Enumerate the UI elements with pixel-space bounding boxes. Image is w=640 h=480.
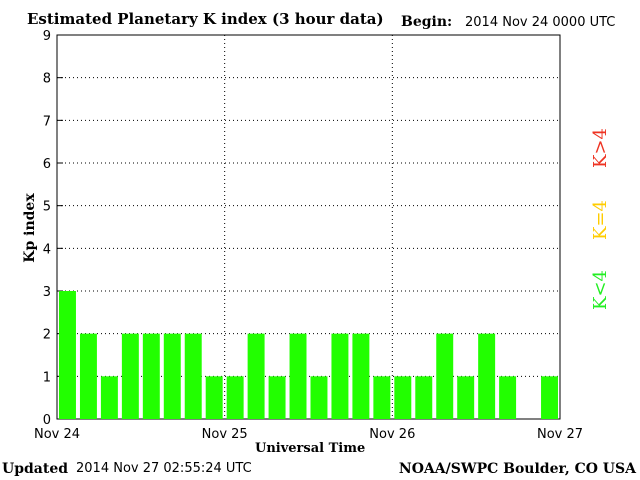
kp-bar bbox=[499, 376, 517, 419]
kp-bar bbox=[415, 376, 433, 419]
chart-title: Estimated Planetary K index (3 hour data… bbox=[27, 10, 384, 28]
kp-bar bbox=[457, 376, 475, 419]
y-tick-label: 7 bbox=[43, 114, 51, 129]
y-tick-label: 2 bbox=[43, 328, 51, 343]
y-tick-label: 4 bbox=[43, 242, 51, 257]
y-tick-label: 8 bbox=[43, 72, 51, 87]
y-tick-label: 9 bbox=[43, 29, 51, 44]
kp-bar bbox=[205, 376, 223, 419]
y-tick-label: 0 bbox=[43, 413, 51, 428]
kp-bar bbox=[121, 333, 139, 419]
x-tick-label: Nov 26 bbox=[369, 427, 415, 442]
kp-bar bbox=[289, 333, 307, 419]
updated-value: 2014 Nov 27 02:55:24 UTC bbox=[76, 461, 252, 476]
kp-bar bbox=[79, 333, 97, 419]
legend-item-k-equal-4: K=4 bbox=[590, 200, 611, 240]
kp-bar bbox=[268, 376, 286, 419]
kp-bar bbox=[331, 333, 349, 419]
kp-bar bbox=[478, 333, 496, 419]
kp-bar bbox=[184, 333, 202, 419]
x-tick-label: Nov 27 bbox=[537, 427, 583, 442]
kp-bar bbox=[100, 376, 118, 419]
plot-frame bbox=[56, 34, 561, 420]
legend-item-k-greater-4: K>4 bbox=[590, 128, 611, 168]
kp-bar bbox=[247, 333, 265, 419]
y-tick-label: 3 bbox=[43, 285, 51, 300]
kp-bar bbox=[352, 333, 370, 419]
kp-bar bbox=[394, 376, 412, 419]
legend: K<4 K=4 K>4 bbox=[590, 120, 614, 320]
kp-bar bbox=[310, 376, 328, 419]
credit-text: NOAA/SWPC Boulder, CO USA bbox=[398, 461, 636, 477]
updated-label: Updated bbox=[2, 461, 69, 477]
kp-bar bbox=[436, 333, 454, 419]
begin-label: Begin: bbox=[401, 14, 453, 30]
legend-item-k-less-4: K<4 bbox=[590, 270, 611, 310]
kp-bar bbox=[541, 376, 558, 419]
x-tick-label: Nov 24 bbox=[34, 427, 80, 442]
kp-bar bbox=[142, 333, 160, 419]
x-axis-label: Universal Time bbox=[255, 441, 366, 456]
y-tick-label: 6 bbox=[43, 157, 51, 172]
y-tick-label: 5 bbox=[43, 200, 51, 215]
begin-value: 2014 Nov 24 0000 UTC bbox=[465, 15, 616, 30]
y-tick-label: 1 bbox=[43, 370, 51, 385]
kp-bar bbox=[163, 333, 181, 419]
kp-bar bbox=[226, 376, 244, 419]
kp-bar bbox=[59, 291, 76, 419]
kp-bar bbox=[373, 376, 391, 419]
x-tick-label: Nov 25 bbox=[202, 427, 248, 442]
